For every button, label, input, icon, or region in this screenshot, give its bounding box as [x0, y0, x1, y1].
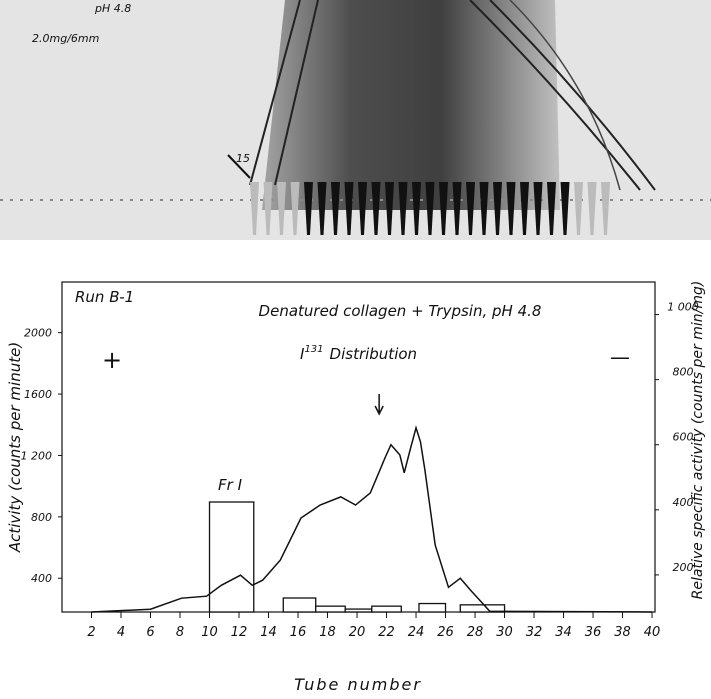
photo-note: pH 4.8	[94, 2, 131, 15]
x-tick-label: 32	[526, 625, 543, 640]
gel-tube	[466, 182, 475, 235]
x-tick-label: 24	[408, 625, 425, 640]
y-tick-label: 1600	[24, 388, 52, 401]
title: I131 Distribution	[300, 344, 417, 363]
y-tick-label: 2000	[24, 327, 52, 340]
run-label: Run B-1	[75, 288, 134, 306]
gel-photo: pH 4.8 2.0mg/6mm 15	[0, 0, 711, 240]
gel-tube	[412, 182, 421, 235]
x-tick-label: 38	[614, 625, 631, 640]
x-tick-label: 8	[176, 625, 184, 640]
gel-tube	[547, 182, 556, 235]
photo-note: 2.0mg/6mm	[32, 32, 99, 45]
x-tick-label: 28	[467, 625, 484, 640]
x-tick-label: 18	[319, 625, 336, 640]
activity-curve	[91, 425, 653, 613]
y2-tick-label: 200	[673, 561, 694, 574]
x-tick-label: 36	[585, 625, 602, 640]
gel-tube	[371, 182, 381, 235]
y2-tick-label: 600	[673, 431, 694, 444]
gel-tube	[479, 182, 489, 235]
gel-tube	[331, 182, 340, 235]
gel-tube	[601, 182, 610, 235]
gel-tube	[452, 182, 462, 235]
gel-tube	[493, 182, 502, 235]
title-sup: 131	[304, 344, 323, 355]
y-tick-label: 800	[31, 511, 52, 524]
gel-tube	[398, 182, 408, 235]
bar	[418, 602, 447, 613]
x-tick-label: 40	[644, 625, 661, 640]
x-tick-label: 20	[349, 625, 366, 640]
gel-tube	[304, 182, 313, 235]
y2-tick-label: 800	[673, 366, 694, 379]
bar	[282, 597, 317, 613]
gel-tube	[533, 182, 543, 235]
x-tick-label: 22	[378, 625, 395, 640]
x-axis-label: Tube number	[294, 675, 422, 694]
gel-tube	[344, 182, 354, 235]
title-rest: Distribution	[330, 345, 418, 363]
plot-frame	[61, 281, 656, 613]
gel-tube	[506, 182, 516, 235]
minus-sign: —	[610, 345, 630, 369]
gel-tube	[439, 182, 448, 235]
x-tick-label: 12	[231, 625, 248, 640]
bar	[208, 501, 255, 613]
gel-tube	[587, 182, 597, 235]
x-tick-label: 14	[260, 625, 277, 640]
bar	[344, 608, 373, 613]
title-base: I	[300, 345, 305, 363]
gel-tube	[425, 182, 435, 235]
y2-axis-label: Relative specific activity (counts per m…	[690, 281, 706, 600]
x-tick-label: 34	[555, 625, 572, 640]
x-tick-label: 10	[201, 625, 218, 640]
y-tick-label: 1 200	[21, 449, 53, 462]
x-tick-label: 6	[146, 625, 154, 640]
gel-tube	[560, 182, 570, 235]
gel-tube	[520, 182, 529, 235]
x-tick-label: 2	[87, 625, 95, 640]
bar	[459, 604, 506, 613]
subtitle: Denatured collagen + Trypsin, pH 4.8	[259, 302, 542, 320]
x-tick-label: 26	[437, 625, 454, 640]
plus-sign: +	[102, 346, 122, 374]
x-tick-label: 4	[117, 625, 125, 640]
peak-arrow	[374, 394, 384, 416]
gel-tube	[358, 182, 367, 235]
gel-tube	[574, 182, 583, 235]
gel-tube	[290, 182, 300, 235]
y2-tick-label: 400	[673, 496, 694, 509]
gel-tube	[263, 182, 273, 235]
gel-tube	[385, 182, 394, 235]
gel-tube	[277, 182, 286, 235]
bar	[371, 605, 402, 613]
y-axis-label: Activity (counts per minute)	[6, 342, 24, 553]
gel-tube	[317, 182, 327, 235]
fraction-label: Fr I	[218, 476, 243, 494]
x-tick-label: 16	[290, 625, 307, 640]
y-tick-label: 400	[31, 572, 52, 585]
photo-note: 15	[236, 152, 250, 165]
x-tick-label: 30	[496, 625, 513, 640]
gel-tube	[250, 182, 259, 235]
y2-tick-label: 1 000	[667, 301, 699, 314]
bar	[315, 605, 346, 613]
